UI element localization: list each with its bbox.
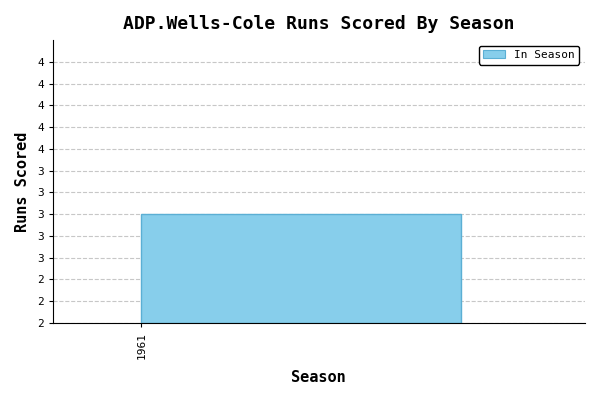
X-axis label: Season: Season — [292, 370, 346, 385]
Bar — [142, 214, 461, 323]
Y-axis label: Runs Scored: Runs Scored — [15, 131, 30, 232]
Legend: In Season: In Season — [479, 46, 580, 64]
Title: ADP.Wells-Cole Runs Scored By Season: ADP.Wells-Cole Runs Scored By Season — [123, 15, 515, 33]
